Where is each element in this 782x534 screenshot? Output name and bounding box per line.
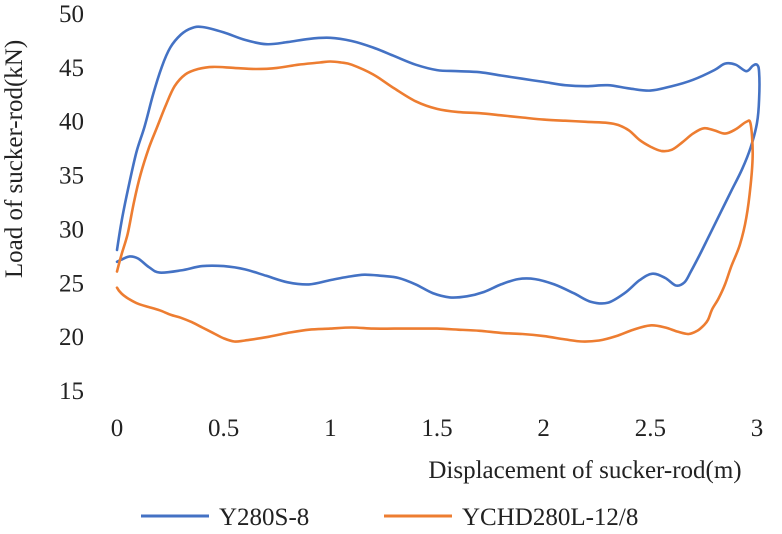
x-tick-label: 2.5 — [635, 415, 666, 442]
x-axis-title: Displacement of sucker-rod(m) — [428, 457, 741, 484]
y-tick-label: 50 — [59, 1, 84, 28]
x-tick-label: 0.5 — [208, 415, 239, 442]
y-tick-label: 30 — [59, 216, 84, 243]
x-tick-label: 1 — [324, 415, 337, 442]
y-axis-title: Load of sucker-rod(kN) — [1, 40, 28, 278]
legend: Y280S-8 YCHD280L-12/8 — [141, 504, 638, 529]
y-tick-label: 15 — [59, 378, 84, 405]
x-tick-label: 1.5 — [421, 415, 452, 442]
y-tick-label: 45 — [59, 55, 84, 82]
legend-label-2: YCHD280L-12/8 — [462, 504, 638, 529]
y-tick-label: 35 — [59, 163, 84, 190]
y-axis-tick-labels: 15 20 25 30 35 40 45 50 — [59, 1, 84, 405]
x-tick-label: 3 — [751, 415, 764, 442]
legend-label-1: Y280S-8 — [219, 504, 309, 529]
x-tick-label: 0 — [111, 415, 124, 442]
y-tick-label: 40 — [59, 109, 84, 136]
series-line-1 — [117, 27, 759, 304]
series-lines — [117, 27, 759, 342]
y-tick-label: 20 — [59, 324, 84, 351]
x-tick-label: 2 — [537, 415, 550, 442]
series-line-2 — [117, 62, 753, 342]
x-axis-tick-labels: 0 0.5 1 1.5 2 2.5 3 — [111, 415, 764, 442]
y-tick-label: 25 — [59, 270, 84, 297]
